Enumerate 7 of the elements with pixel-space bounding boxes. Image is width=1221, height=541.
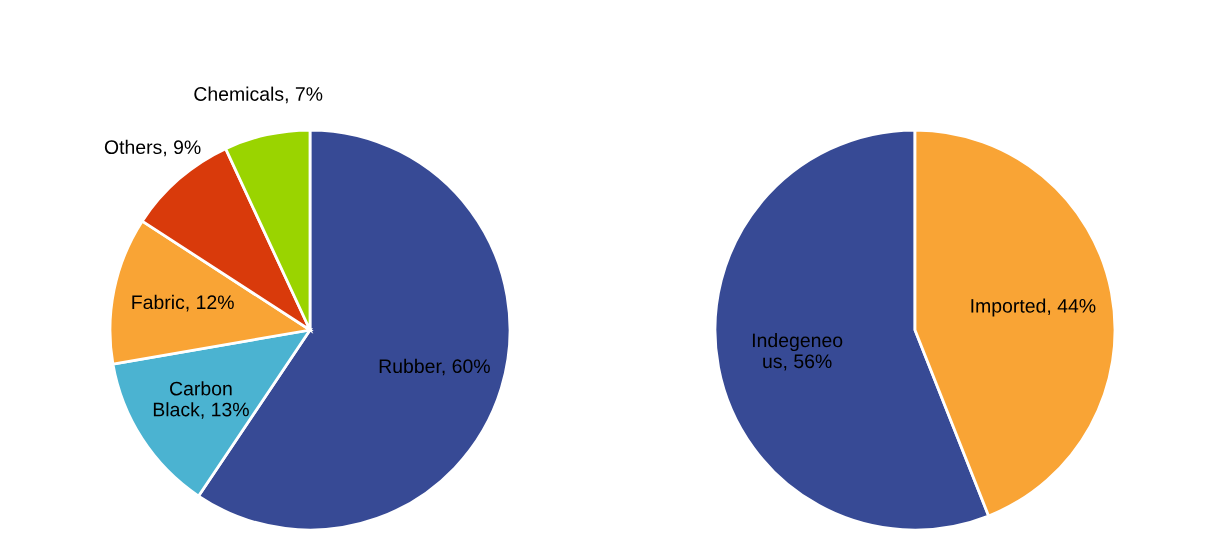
slice-label: Indegeneo us, 56% [752,332,843,371]
slice-label: Rubber, 60% [379,358,490,376]
slice-label: Imported, 44% [971,298,1096,317]
slice-label: Chemicals, 7% [194,86,323,104]
slice-label: Carbon Black, 13% [153,381,249,419]
slice-label: Fabric, 12% [132,294,234,312]
slice-label: Others, 9% [104,139,201,157]
